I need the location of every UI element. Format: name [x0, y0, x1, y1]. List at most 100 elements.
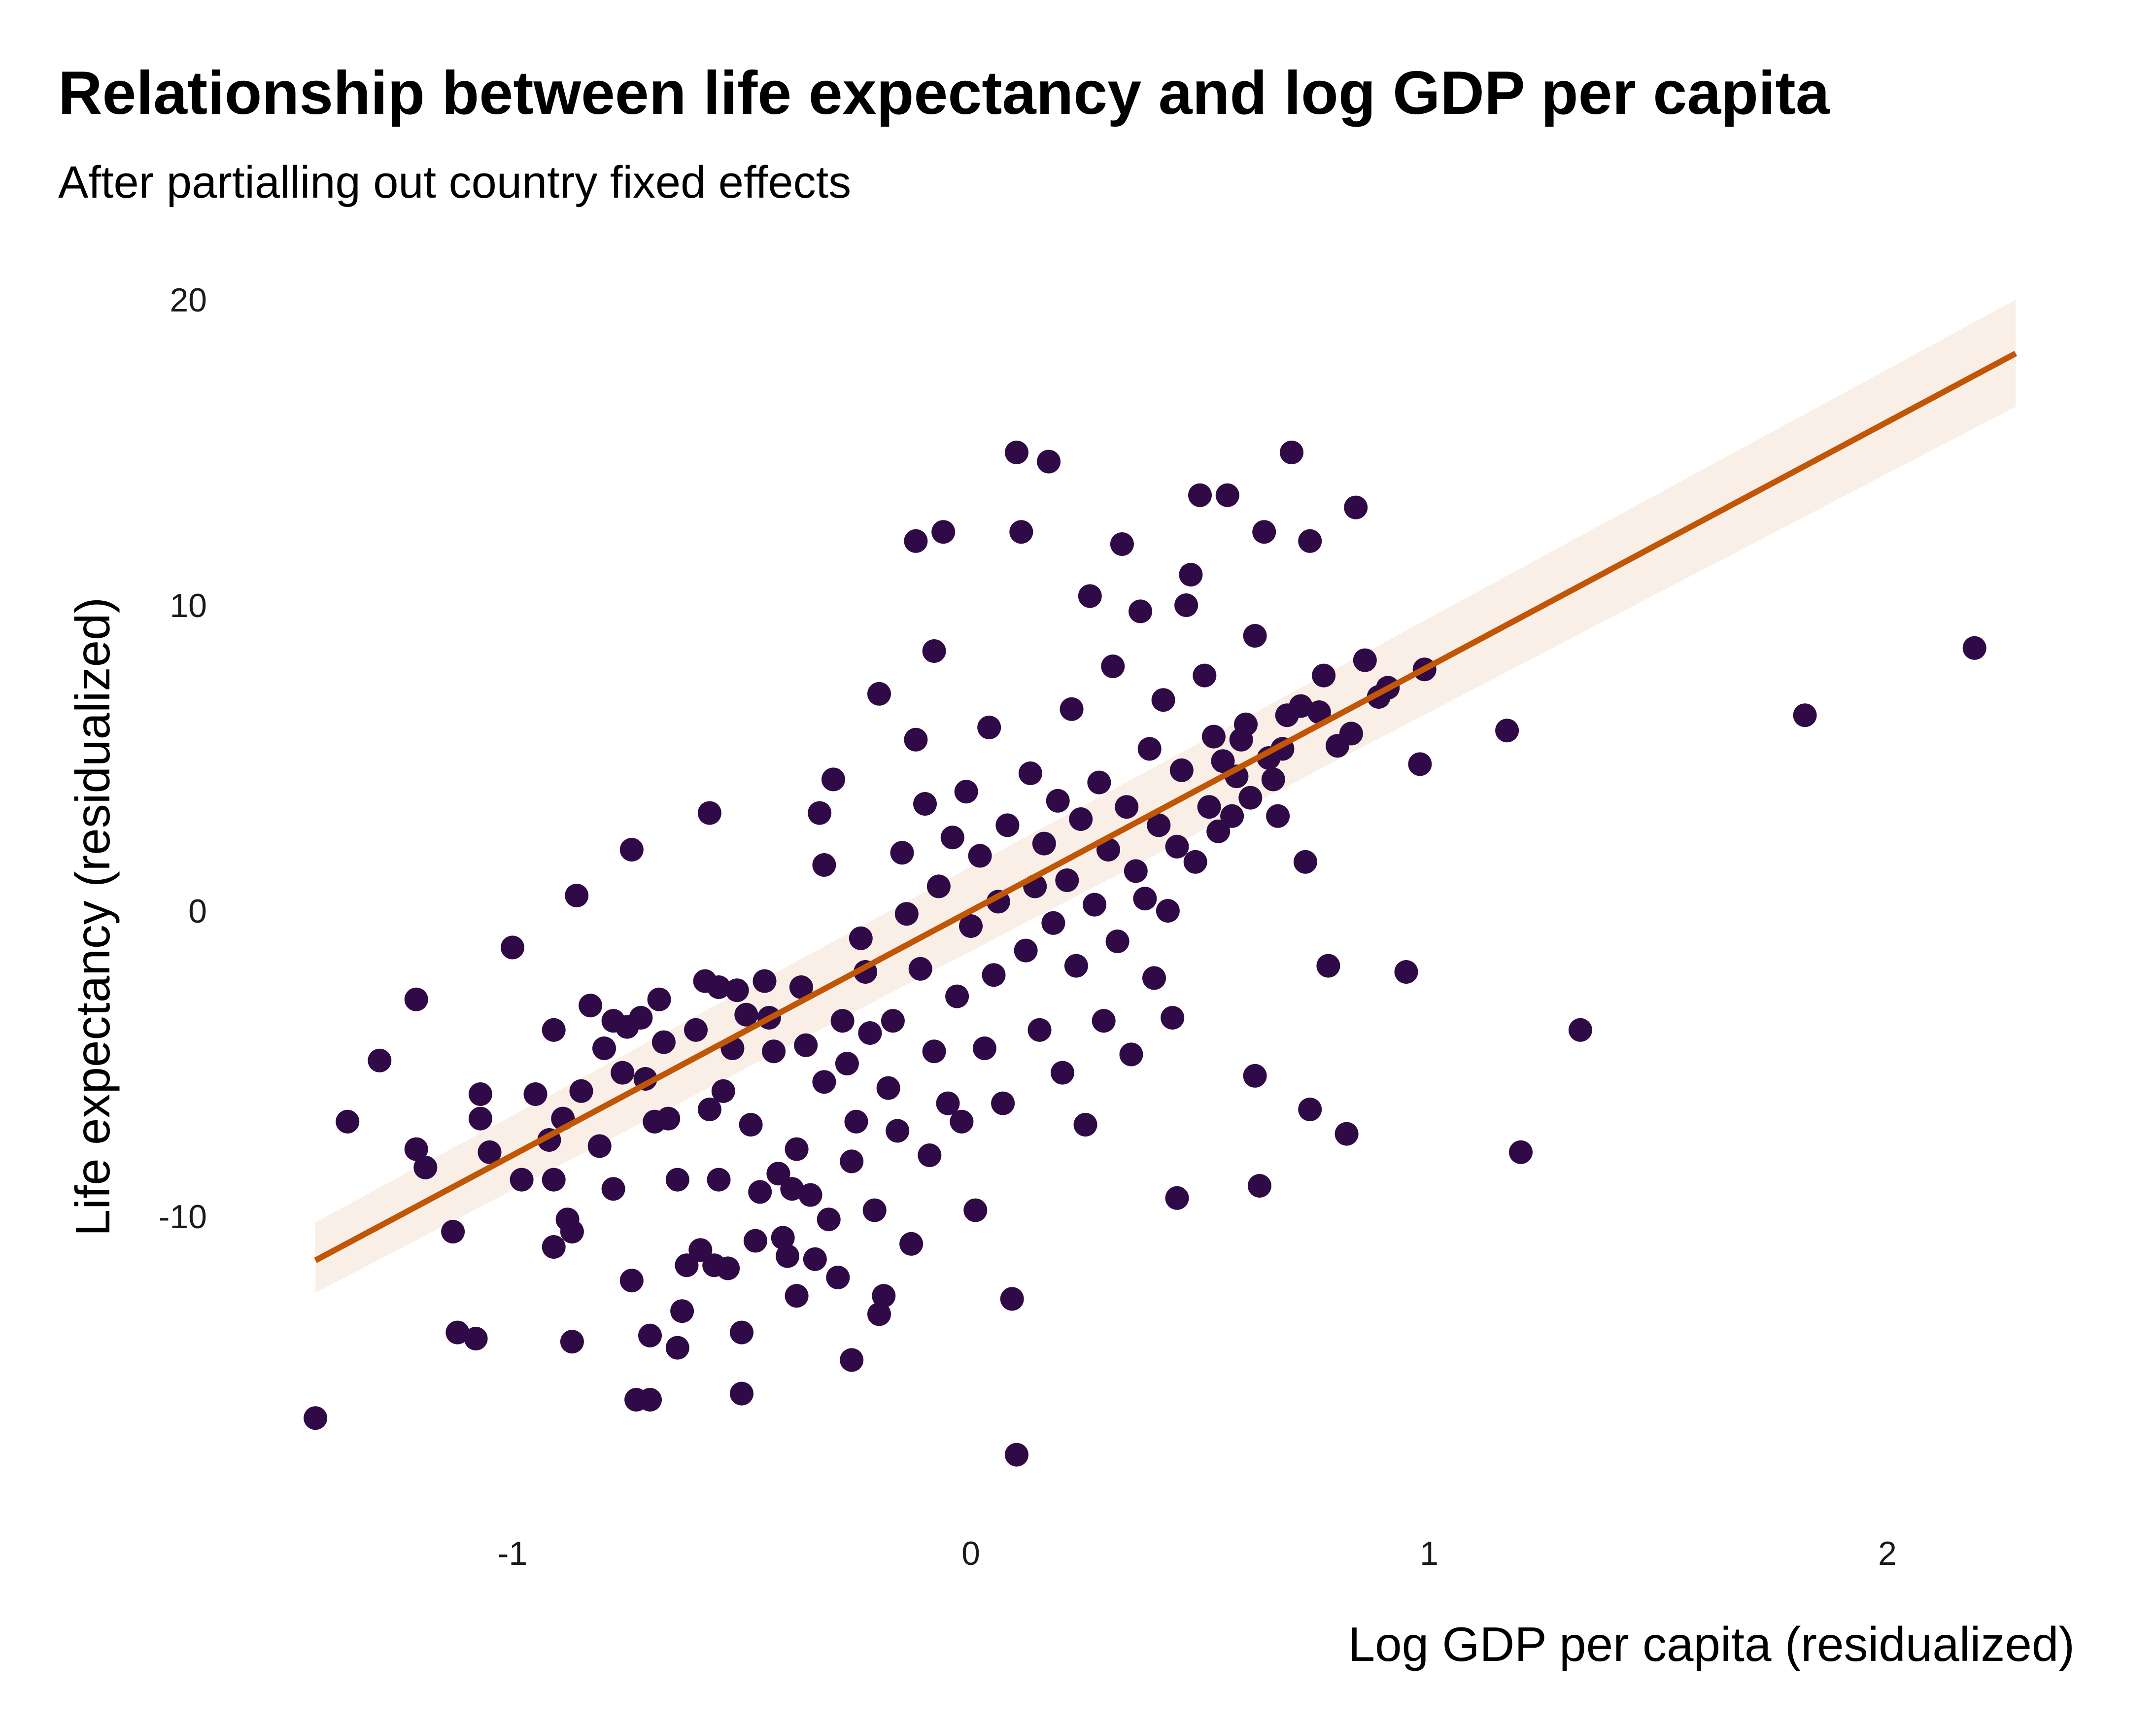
- data-point: [670, 1299, 694, 1323]
- data-point: [1335, 1122, 1359, 1146]
- data-point: [798, 1183, 822, 1207]
- x-tick-label: 2: [1878, 1535, 1897, 1572]
- data-point: [1073, 1113, 1097, 1137]
- data-point: [1316, 954, 1340, 978]
- data-point: [1266, 804, 1290, 828]
- data-point: [619, 838, 644, 862]
- data-point: [1188, 483, 1212, 507]
- data-point: [688, 1238, 713, 1262]
- data-point: [1201, 724, 1226, 749]
- data-point: [812, 1070, 836, 1094]
- data-point: [1115, 795, 1139, 819]
- data-point: [789, 975, 813, 999]
- data-point: [867, 682, 891, 706]
- data-point: [711, 1079, 735, 1103]
- data-point: [404, 987, 428, 1011]
- data-point: [665, 1168, 689, 1192]
- data-point: [1055, 868, 1079, 892]
- data-point: [817, 1208, 841, 1232]
- data-point: [945, 984, 969, 1008]
- data-point: [501, 935, 524, 960]
- data-point: [1293, 850, 1317, 874]
- data-point: [1000, 1287, 1024, 1311]
- data-point: [716, 1256, 740, 1280]
- data-point: [523, 1082, 548, 1106]
- data-point: [560, 1220, 584, 1243]
- y-axis-title: Life expectancy (residualized): [66, 597, 120, 1236]
- data-point: [1041, 911, 1065, 935]
- data-point: [862, 1198, 887, 1222]
- data-point: [808, 801, 832, 825]
- data-point: [840, 1348, 864, 1372]
- data-point: [803, 1247, 827, 1271]
- data-point: [926, 874, 951, 898]
- x-axis-ticks: -1 0 1 2: [498, 1535, 1897, 1572]
- data-point: [908, 957, 932, 981]
- points-layer: [304, 441, 1986, 1467]
- data-point: [972, 1036, 996, 1060]
- data-point: [1032, 831, 1056, 856]
- data-point: [844, 1109, 868, 1134]
- chart-title: Relationship between life expectancy and…: [58, 59, 1830, 127]
- data-point: [1051, 1061, 1074, 1085]
- data-point: [849, 926, 873, 950]
- data-point: [1247, 1174, 1271, 1198]
- data-point: [1169, 758, 1194, 782]
- data-point: [1179, 563, 1203, 586]
- data-point: [730, 1320, 753, 1345]
- data-point: [1252, 520, 1276, 544]
- x-tick-label: -1: [498, 1535, 527, 1572]
- data-point: [904, 529, 928, 553]
- data-point: [1238, 786, 1263, 810]
- data-point: [1142, 966, 1166, 990]
- data-point: [1509, 1140, 1533, 1164]
- data-point: [1165, 1186, 1189, 1210]
- data-point: [872, 1284, 896, 1308]
- data-point: [1206, 819, 1231, 843]
- data-point: [478, 1140, 502, 1164]
- data-point: [771, 1226, 795, 1250]
- data-point: [579, 994, 603, 1018]
- data-point: [1298, 529, 1322, 553]
- data-point: [468, 1106, 492, 1131]
- data-point: [1344, 495, 1368, 519]
- data-point: [1064, 954, 1088, 978]
- data-point: [707, 1168, 731, 1192]
- data-point: [835, 1052, 859, 1075]
- data-point: [1105, 930, 1129, 953]
- data-point: [1124, 859, 1148, 883]
- data-point: [1193, 663, 1217, 688]
- y-tick-label: 10: [170, 587, 207, 624]
- data-point: [587, 1134, 612, 1158]
- data-point: [1962, 636, 1986, 660]
- data-point: [881, 1009, 905, 1033]
- data-point: [995, 813, 1020, 837]
- data-point: [560, 1330, 584, 1354]
- data-point: [899, 1232, 924, 1256]
- data-point: [638, 1388, 662, 1412]
- data-point: [748, 1180, 772, 1204]
- data-point: [1147, 813, 1171, 837]
- data-point: [1129, 599, 1153, 623]
- data-point: [468, 1082, 492, 1106]
- data-point: [464, 1327, 488, 1350]
- data-point: [794, 1033, 818, 1057]
- data-point: [1014, 938, 1038, 963]
- data-point: [1161, 1006, 1185, 1030]
- data-point: [1151, 688, 1175, 712]
- data-point: [592, 1036, 616, 1060]
- data-point: [730, 1381, 753, 1406]
- data-point: [542, 1235, 566, 1259]
- data-point: [918, 1143, 942, 1167]
- data-point: [647, 987, 671, 1011]
- x-tick-label: 0: [961, 1535, 980, 1572]
- data-point: [922, 639, 946, 663]
- data-point: [413, 1155, 438, 1179]
- data-point: [1408, 752, 1432, 776]
- data-point: [707, 975, 731, 999]
- data-point: [950, 1109, 974, 1134]
- data-point: [1174, 593, 1198, 617]
- data-point: [404, 1137, 428, 1161]
- data-point: [1018, 761, 1042, 785]
